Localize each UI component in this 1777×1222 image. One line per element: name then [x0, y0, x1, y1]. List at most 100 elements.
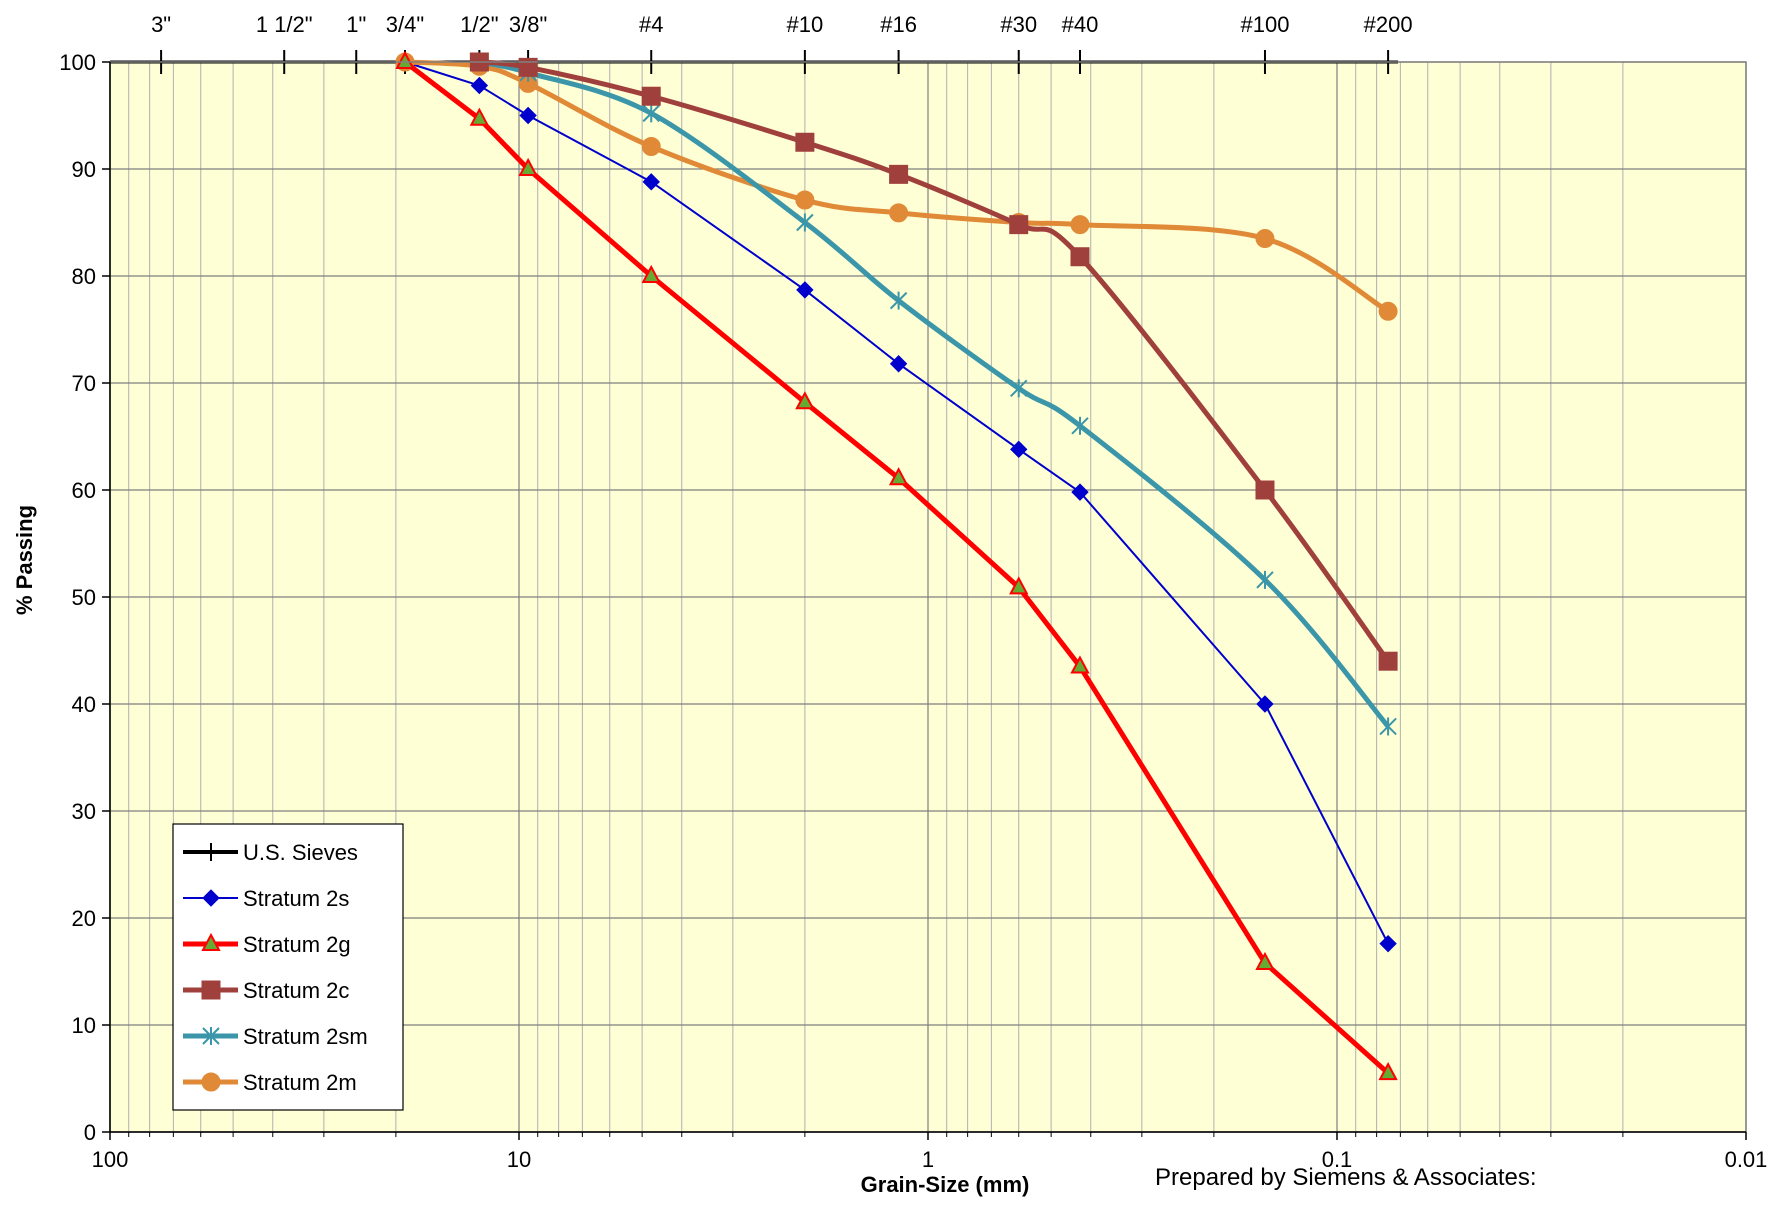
- sieve-tick-label: #100: [1241, 12, 1290, 37]
- sieve-tick-label: 3/4": [386, 12, 424, 37]
- x-tick-label: 0.1: [1322, 1147, 1353, 1172]
- data-point: [1255, 480, 1275, 500]
- series-line: [403, 60, 1390, 1076]
- x-tick-label: 100: [92, 1147, 129, 1172]
- data-point: [642, 104, 660, 123]
- data-point: [889, 291, 908, 310]
- sieve-tick-label: 3": [151, 12, 171, 37]
- legend-marker: [201, 932, 221, 951]
- legend-entry: Stratum 2sm: [183, 1024, 368, 1049]
- y-tick-label: 0: [84, 1120, 96, 1145]
- sieve-tick-label: #30: [1000, 12, 1037, 37]
- series-line: [404, 61, 1389, 945]
- data-point: [1070, 215, 1090, 235]
- sieve-tick-label: 1/2": [460, 12, 498, 37]
- data-point: [889, 164, 909, 184]
- y-tick-label: 60: [72, 478, 96, 503]
- legend-label: Stratum 2m: [243, 1070, 357, 1095]
- data-point: [469, 107, 490, 126]
- data-point: [1010, 440, 1028, 459]
- legend-entry: Stratum 2m: [183, 1070, 357, 1095]
- data-point: [518, 157, 538, 176]
- data-point: [1009, 215, 1029, 235]
- x-tick-label: 0.01: [1725, 1147, 1768, 1172]
- x-tick-label: 1: [922, 1147, 934, 1172]
- data-point: [1378, 1062, 1398, 1081]
- data-point: [795, 190, 815, 210]
- y-axis-title: % Passing: [12, 505, 37, 615]
- y-tick-label: 50: [72, 585, 96, 610]
- y-tick-label: 10: [72, 1013, 96, 1038]
- legend-label: Stratum 2c: [243, 978, 349, 1003]
- legend-entry: Stratum 2s: [183, 886, 349, 911]
- data-point: [1378, 651, 1398, 671]
- data-point: [641, 137, 661, 157]
- legend-marker: [202, 889, 220, 907]
- data-point: [796, 213, 814, 232]
- data-point: [795, 132, 815, 152]
- legend-box: [172, 823, 404, 1111]
- sieve-tick-label: #4: [639, 12, 663, 37]
- x-axis-title: Grain-Size (mm): [861, 1172, 1030, 1197]
- y-tick-label: 80: [72, 264, 96, 289]
- legend-entry: U.S. Sieves: [183, 840, 358, 865]
- legend-label: Stratum 2g: [243, 932, 351, 957]
- sieve-tick-label: #200: [1364, 12, 1413, 37]
- data-point: [1009, 576, 1029, 595]
- y-tick-label: 40: [72, 692, 96, 717]
- data-point: [642, 173, 660, 191]
- legend-marker: [201, 1072, 221, 1092]
- sieve-tick-label: #16: [880, 12, 917, 37]
- axes: 0 10 20 30 40 50 60 70 80 90 100 100 10 1 0.1 0.01: [59, 50, 1767, 1172]
- sieve-tick-label: #10: [787, 12, 824, 37]
- data-point: [1070, 247, 1090, 267]
- data-point: [1256, 570, 1274, 589]
- data-point: [1378, 301, 1398, 321]
- y-tick-label: 90: [72, 157, 96, 182]
- y-tick-label: 70: [72, 371, 96, 396]
- data-point: [1071, 416, 1089, 435]
- prepared-by-note: Prepared by Siemens & Associates:: [1155, 1164, 1537, 1191]
- legend-entry: Stratum 2c: [183, 978, 349, 1003]
- data-point: [519, 106, 537, 125]
- data-point: [1070, 655, 1090, 674]
- legend-entry: Stratum 2g: [183, 932, 351, 957]
- x-tick-label: 10: [507, 1147, 531, 1172]
- legend: U.S. Sieves Stratum 2s Stratum 2g Stratum 2…: [172, 823, 404, 1111]
- sieve-tick-label: 1 1/2": [256, 12, 313, 37]
- sieve-tick-label: 3/8": [509, 12, 547, 37]
- data-point: [641, 264, 661, 283]
- data-point: [888, 467, 909, 486]
- legend-label: Stratum 2sm: [243, 1024, 368, 1049]
- sieve-tick-label: #40: [1062, 12, 1099, 37]
- data-point: [470, 76, 489, 95]
- data-point: [889, 355, 908, 373]
- series-line: [478, 59, 1391, 729]
- data-point: [796, 281, 814, 299]
- data-point: [1379, 717, 1397, 736]
- data-point: [1255, 229, 1275, 249]
- legend-marker: [201, 980, 221, 1000]
- data-point: [1071, 483, 1089, 501]
- data-point: [1256, 695, 1274, 713]
- data-point: [1010, 379, 1028, 398]
- legend-label: Stratum 2s: [243, 886, 349, 911]
- legend-marker: [202, 1027, 220, 1045]
- sieve-tick-label: 1": [346, 12, 366, 37]
- y-tick-label: 30: [72, 799, 96, 824]
- data-point: [889, 203, 909, 223]
- series-stratum-2g: [395, 50, 1398, 1081]
- data-point: [641, 86, 661, 106]
- data-point: [518, 57, 538, 77]
- y-tick-label: 100: [59, 50, 96, 75]
- data-point: [1255, 951, 1275, 970]
- legend-label: U.S. Sieves: [243, 840, 358, 865]
- data-point: [395, 50, 415, 69]
- y-tick-label: 20: [72, 906, 96, 931]
- data-point: [795, 391, 815, 410]
- data-point: [1379, 934, 1397, 953]
- series-layer: [395, 50, 1398, 1081]
- series-line: [479, 59, 1391, 663]
- series-stratum-2c: [469, 52, 1398, 671]
